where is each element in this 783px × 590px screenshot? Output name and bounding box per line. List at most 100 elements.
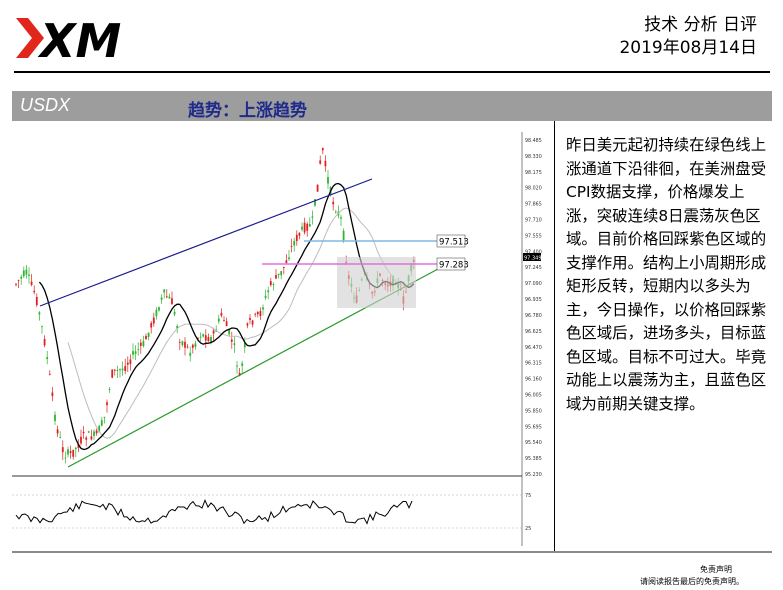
candle-body [56, 429, 59, 434]
candle-body [160, 297, 163, 300]
candle-body [51, 392, 54, 397]
candle-body [126, 362, 129, 365]
candle-body [259, 311, 262, 317]
candle-body [132, 351, 134, 355]
candle-body [28, 274, 30, 276]
candle-body [319, 160, 322, 164]
candle-body [314, 199, 316, 206]
candle-body [158, 307, 160, 311]
candle-body [103, 416, 106, 418]
candle-body [228, 329, 231, 335]
candle-body [35, 296, 38, 306]
oscillator-tick-25: 25 [525, 526, 531, 532]
candle-body [199, 336, 202, 338]
candle-body [77, 443, 80, 449]
price-tick-label: 96.625 [525, 329, 542, 335]
candle-body [332, 201, 335, 205]
candle-body [129, 359, 132, 364]
candle-body [254, 313, 257, 315]
candle-body [116, 370, 119, 371]
candle-body [48, 373, 51, 375]
price-tick-label: 95.540 [525, 440, 542, 446]
candle-body [251, 320, 254, 325]
candle-body [249, 317, 251, 320]
candle-body [207, 336, 210, 342]
candle-body [194, 343, 197, 347]
candle-body [233, 343, 236, 345]
candle-body [308, 224, 311, 227]
symbol-label: USDX [20, 95, 71, 115]
candle-body [59, 437, 62, 438]
candle-body [155, 309, 158, 317]
candle-body [119, 369, 121, 371]
candle-body [150, 322, 153, 328]
oscillator-line [15, 498, 413, 525]
candle-body [288, 257, 290, 260]
candle-body [72, 449, 75, 457]
candle-body [20, 276, 23, 279]
candle-body [301, 226, 303, 230]
candle-body [334, 211, 337, 213]
candle-body [46, 357, 49, 360]
candle-body [210, 337, 212, 343]
candle-body [134, 351, 137, 354]
price-tick-label: 97.090 [525, 281, 542, 287]
candle-body [33, 290, 36, 293]
candle-body [340, 217, 342, 219]
candle-body [181, 341, 184, 346]
trend-label: 趋势：上涨趋势 [188, 101, 307, 121]
candle-body [277, 273, 280, 275]
candle-body [220, 312, 223, 316]
candle-body [267, 290, 270, 293]
candle-body [324, 160, 327, 167]
logo-text: XM [37, 14, 121, 64]
candle-body [342, 230, 345, 241]
candle-body [137, 349, 140, 351]
candle-body [152, 317, 155, 324]
candle-body [306, 223, 309, 231]
candle-body [165, 296, 168, 298]
candle-body [225, 321, 228, 327]
price-tick-label: 98.330 [525, 154, 542, 160]
section-banner [12, 91, 772, 121]
candle-body [163, 289, 166, 293]
candle-body [236, 365, 238, 367]
purple-level-label: 97.283 [439, 261, 469, 271]
candle-body [80, 436, 82, 444]
candle-body [124, 365, 127, 371]
disclaimer-text: 请阅读报告最后的免责声明。 [640, 577, 744, 586]
price-tick-label: 97.710 [525, 218, 542, 224]
candle-body [212, 330, 215, 334]
candle-body [256, 311, 259, 315]
candle-body [30, 281, 33, 285]
price-tick-label: 96.160 [525, 377, 542, 383]
price-tick-label: 95.850 [525, 408, 542, 414]
candle-body [204, 335, 207, 341]
candle-body [111, 369, 114, 378]
price-tick-label: 97.865 [525, 202, 542, 208]
candle-body [275, 275, 277, 279]
price-tick-label: 96.005 [525, 392, 542, 398]
candle-body [121, 368, 124, 371]
candle-body [98, 425, 101, 433]
candle-body [298, 232, 301, 236]
candle-body [269, 281, 272, 286]
candle-body [272, 283, 275, 285]
candle-body [54, 414, 56, 422]
candle-body [145, 336, 147, 340]
candle-body [262, 307, 264, 310]
price-tick-label: 97.245 [525, 265, 542, 271]
xm-logo: XM [16, 14, 121, 64]
candle-body [168, 296, 171, 299]
candle-body [290, 246, 293, 247]
candle-body [15, 283, 17, 285]
candle-body [202, 334, 205, 337]
price-axis: 98.485 98.330 98.175 98.020 97.865 97.710 97.5… [525, 138, 542, 478]
candle-body [230, 339, 233, 342]
candle-body [191, 344, 194, 348]
document-date: 2019年08月14日 [619, 38, 757, 58]
candle-body [186, 346, 189, 348]
candle-body [90, 436, 93, 440]
candle-body [280, 271, 283, 276]
price-tick-label: 96.470 [525, 345, 542, 351]
